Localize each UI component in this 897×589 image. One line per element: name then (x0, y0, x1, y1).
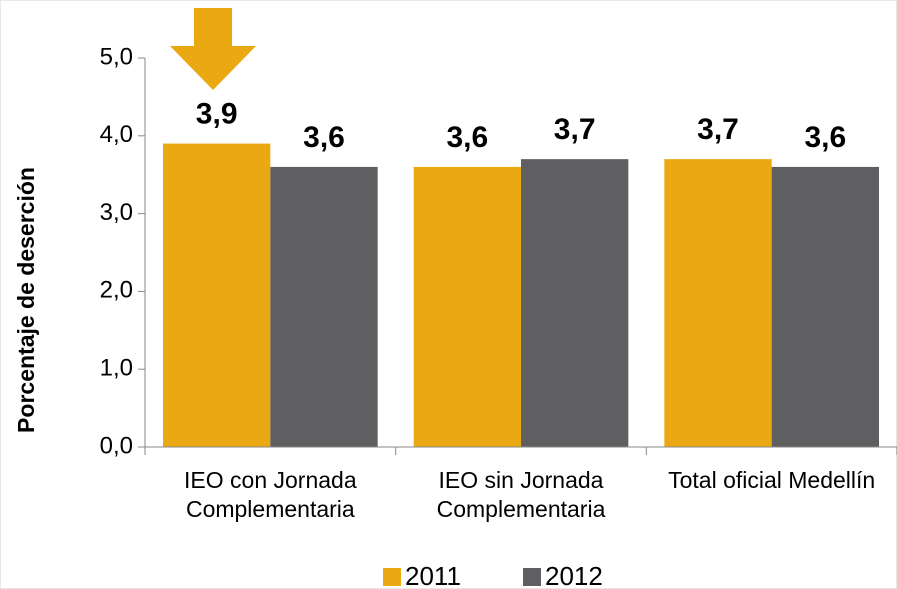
y-tick-label: 1,0 (100, 355, 133, 382)
bar (270, 166, 378, 448)
bar (771, 166, 879, 448)
value-label: 3,7 (697, 113, 739, 146)
legend-swatch (523, 568, 541, 586)
y-tick-label: 4,0 (100, 121, 133, 148)
bar (413, 166, 521, 448)
value-label: 3,6 (804, 121, 846, 154)
legend-swatch (383, 568, 401, 586)
y-tick-label: 3,0 (100, 199, 133, 226)
legend-label: 2012 (545, 561, 603, 589)
y-tick-label: 0,0 (100, 432, 133, 459)
value-label: 3,6 (303, 121, 345, 154)
legend-label: 2011 (405, 561, 461, 589)
value-label: 3,9 (196, 98, 238, 131)
y-tick-label: 2,0 (100, 277, 133, 304)
y-axis-label: Porcentaje de deserción (13, 167, 39, 433)
y-tick-label: 5,0 (100, 43, 133, 70)
bar (521, 159, 629, 447)
x-tick-label: Total oficial Medellín (668, 467, 876, 493)
bar (163, 143, 271, 447)
x-tick-label: IEO con Jornada Complementaria (184, 467, 357, 522)
bar (664, 159, 772, 447)
arrow-annotation (170, 8, 256, 90)
x-tick-label: IEO sin Jornada Complementaria (436, 467, 606, 522)
value-label: 3,6 (446, 121, 488, 154)
value-label: 3,7 (554, 113, 596, 146)
